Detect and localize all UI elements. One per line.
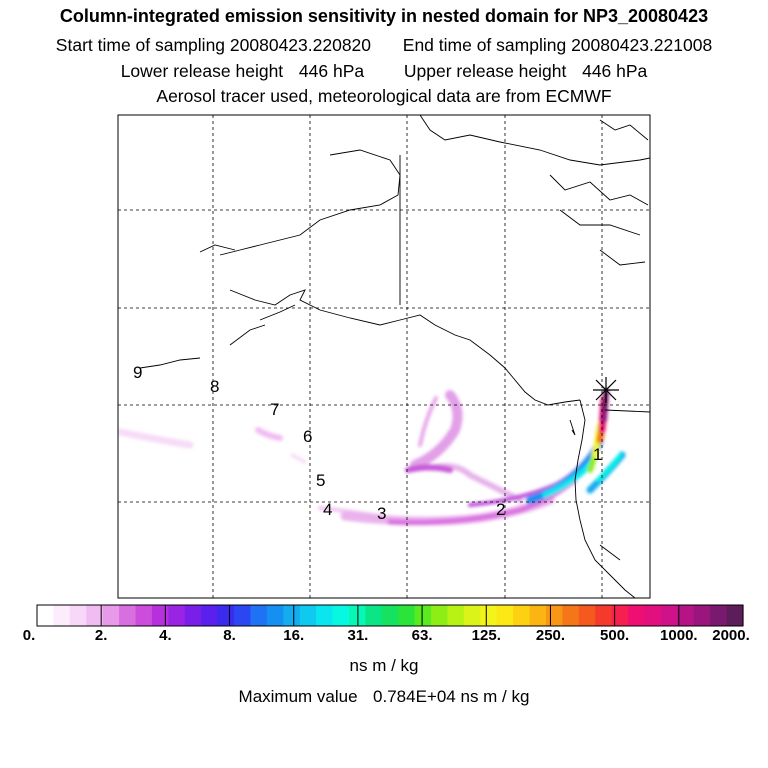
colorbar-cell	[595, 605, 613, 626]
colorbar-cell	[398, 605, 416, 626]
colorbar-tick-label: 1000.	[660, 627, 698, 644]
trajectory-label-9: 9	[133, 363, 142, 382]
colorbar-tick-label: 63.	[411, 627, 433, 644]
colorbar-cell	[119, 605, 137, 626]
colorbar-cell	[480, 605, 498, 626]
trajectory-label-3: 3	[377, 504, 386, 523]
colorbar-cell	[660, 605, 678, 626]
colorbar-cell	[37, 605, 55, 626]
graticule	[118, 115, 650, 598]
colorbar-units: ns m / kg	[349, 656, 419, 675]
release-heights: Lower release height 446 hPa Upper relea…	[0, 61, 768, 82]
lower-release-label: Lower release height	[120, 61, 284, 81]
colorbar-cell	[135, 605, 153, 626]
colorbar-cell	[628, 605, 646, 626]
end-time-value: 20080423.221008	[571, 35, 713, 55]
colorbar-tick-label: 8.	[223, 627, 236, 644]
colorbar-cell	[611, 605, 629, 626]
colorbar-cell	[463, 605, 481, 626]
trajectory-label-4: 4	[323, 500, 332, 519]
colorbar	[36, 604, 744, 627]
trajectory-label-7: 7	[270, 400, 279, 419]
trajectory-labels: 1 2 3 4 5 6 7 8 9	[133, 363, 602, 523]
colorbar-cell	[69, 605, 87, 626]
colorbar-cell	[644, 605, 662, 626]
colorbar-cell	[168, 605, 186, 626]
trajectory-label-8: 8	[210, 377, 219, 396]
colorbar-tick-label: 250.	[535, 627, 566, 644]
release-location-marker	[593, 377, 619, 403]
source-note: Aerosol tracer used, meteorological data…	[156, 86, 612, 106]
maximum-value-number: 0.784E+04	[373, 687, 456, 706]
colorbar-cell	[250, 605, 268, 626]
colorbar-cell	[431, 605, 449, 626]
start-time-label: Start time of sampling	[55, 35, 226, 55]
colorbar-cell	[234, 605, 252, 626]
colorbar-cell	[545, 605, 563, 626]
sampling-times: Start time of sampling 20080423.220820 E…	[0, 35, 768, 56]
maximum-value-units: ns m / kg	[460, 687, 530, 706]
colorbar-cell	[529, 605, 547, 626]
colorbar-tick-label: 4.	[159, 627, 172, 644]
colorbar-tick-label: 500.	[600, 627, 630, 644]
colorbar-cell	[677, 605, 695, 626]
maximum-value: Maximum value 0.784E+04 ns m / kg	[0, 687, 768, 707]
trajectory-label-6: 6	[303, 427, 312, 446]
colorbar-frame	[36, 604, 744, 627]
trajectory-label-1: 1	[593, 445, 602, 464]
colorbar-cell	[266, 605, 284, 626]
colorbar-tick-label: 31.	[347, 627, 369, 644]
colorbar-cell	[414, 605, 432, 626]
colorbar-cell	[151, 605, 169, 626]
lower-release-value: 446 hPa	[298, 61, 365, 81]
maximum-value-label: Maximum value	[238, 687, 358, 706]
colorbar-cell	[578, 605, 596, 626]
start-time-value: 20080423.220820	[229, 35, 372, 55]
colorbar-cell	[447, 605, 465, 626]
colorbar-cell	[710, 605, 728, 626]
colorbar-cell	[365, 605, 383, 626]
end-time-label: End time of sampling	[402, 35, 567, 55]
coastlines	[139, 115, 650, 598]
upper-release-value: 446 hPa	[582, 61, 648, 81]
emission-plume	[118, 388, 626, 526]
colorbar-tick-label: 16.	[283, 627, 305, 644]
colorbar-cell	[562, 605, 580, 626]
colorbar-cell	[726, 605, 744, 626]
colorbar-tick-label: 0.	[22, 627, 36, 644]
colorbar-cell	[102, 605, 120, 626]
colorbar-cell	[217, 605, 235, 626]
colorbar-cell	[693, 605, 711, 626]
colorbar-cell	[184, 605, 202, 626]
colorbar-cell	[53, 605, 71, 626]
upper-release-label: Upper release height	[403, 61, 567, 81]
colorbar-cell	[381, 605, 399, 626]
colorbar-cell	[201, 605, 219, 626]
colorbar-cell	[496, 605, 514, 626]
colorbar-cell	[283, 605, 301, 626]
colorbar-tick-label: 2000.	[712, 627, 750, 644]
colorbar-cell	[316, 605, 334, 626]
colorbar-cell	[332, 605, 350, 626]
colorbar-tick-label: 125.	[471, 627, 501, 644]
colorbar-cell	[513, 605, 531, 626]
map-frame	[117, 114, 651, 599]
colorbar-tick-label: 2.	[94, 627, 108, 644]
colorbar-cell	[86, 605, 104, 626]
trajectory-label-5: 5	[316, 471, 325, 490]
figure-title: Column-integrated emission sensitivity i…	[59, 6, 709, 26]
colorbar-cell	[299, 605, 317, 626]
trajectory-label-2: 2	[496, 500, 505, 519]
